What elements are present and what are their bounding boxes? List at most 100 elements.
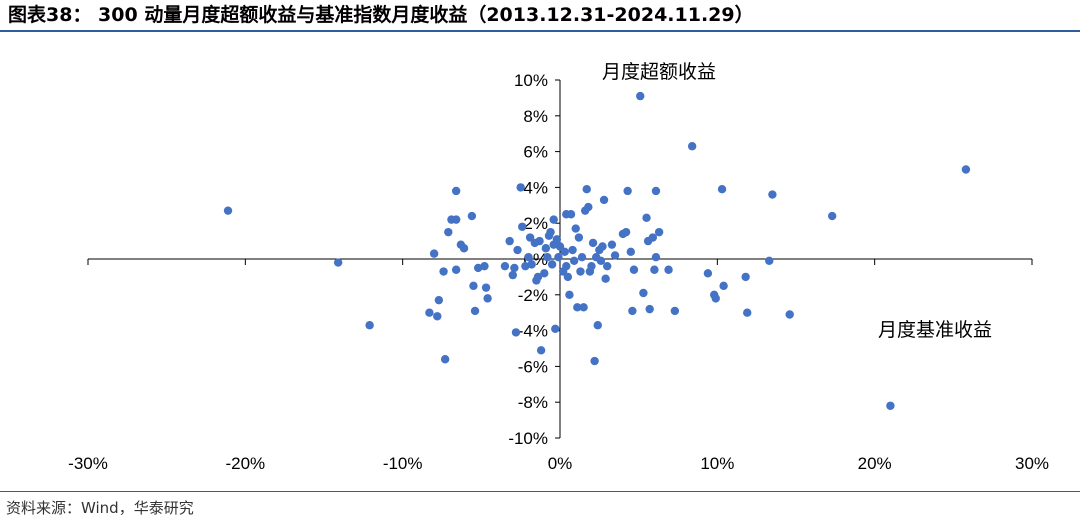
data-point	[886, 401, 895, 410]
data-point	[547, 260, 557, 269]
data-point	[433, 312, 442, 321]
data-point	[577, 253, 587, 262]
data-point	[365, 321, 374, 330]
data-point	[516, 183, 525, 192]
data-point	[440, 355, 450, 364]
data-points	[223, 91, 971, 410]
data-point	[508, 270, 517, 280]
data-point	[429, 249, 439, 258]
data-point	[566, 210, 576, 219]
data-point	[639, 288, 648, 298]
data-point	[670, 306, 680, 316]
data-point	[590, 356, 599, 366]
data-point	[533, 272, 543, 282]
data-point	[587, 261, 596, 271]
data-point	[719, 281, 728, 291]
data-point	[645, 304, 654, 314]
data-point	[743, 308, 752, 317]
x-tick-label: 30%	[1015, 454, 1049, 473]
data-point	[573, 303, 582, 312]
data-point	[541, 244, 551, 253]
data-point	[961, 165, 971, 174]
data-point	[527, 260, 536, 269]
source-divider	[0, 491, 1080, 492]
data-point	[621, 227, 631, 237]
y-tick-label: -10%	[508, 429, 548, 448]
data-point	[554, 253, 563, 262]
y-tick-label: 10%	[514, 71, 548, 90]
y-tick-label: -8%	[518, 393, 548, 412]
data-point	[601, 274, 610, 283]
data-point	[511, 328, 521, 337]
data-point	[563, 272, 573, 282]
data-point	[536, 346, 546, 355]
data-point	[562, 261, 571, 271]
x-tick-label: 20%	[858, 454, 892, 473]
annotation-excess-return: 月度超额收益	[602, 61, 716, 83]
data-point	[654, 227, 664, 237]
annotation-benchmark-return: 月度基准收益	[878, 319, 992, 341]
data-point	[333, 258, 343, 267]
data-point	[765, 256, 774, 265]
data-point	[626, 247, 635, 257]
data-point	[543, 253, 552, 262]
source-note: 资料来源：Wind，华泰研究	[6, 499, 194, 517]
data-point	[451, 186, 461, 196]
data-point	[687, 142, 697, 151]
data-point	[459, 244, 469, 253]
data-point	[827, 211, 837, 221]
data-point	[451, 265, 461, 274]
x-tick-label: 10%	[700, 454, 734, 473]
data-point	[569, 256, 579, 265]
data-point	[549, 215, 558, 224]
data-point	[582, 184, 591, 194]
data-point	[425, 308, 434, 317]
data-point	[588, 238, 598, 248]
data-point	[648, 233, 658, 242]
data-point	[717, 184, 727, 194]
y-tick-label: -6%	[518, 357, 548, 376]
x-tick-label: -20%	[225, 454, 265, 473]
data-point	[510, 263, 519, 273]
data-point	[434, 295, 444, 305]
x-tick-label: -30%	[68, 454, 108, 473]
data-point	[439, 267, 448, 276]
data-point	[223, 206, 233, 215]
data-point	[473, 263, 483, 273]
y-tick-label: -4%	[518, 322, 548, 341]
tick-labels: -30% -20% -10% 0% 10% 20% 30%10%8%6%4%2%0%-2%-…	[68, 71, 1049, 473]
data-point	[785, 310, 794, 319]
data-point	[584, 202, 593, 212]
x-tick-label: 0%	[548, 454, 573, 473]
chart-title: 图表38： 300 动量月度超额收益与基准指数月度收益（2013.12.31-2…	[8, 4, 754, 26]
data-point	[768, 190, 777, 199]
data-point	[593, 321, 602, 330]
data-point	[480, 261, 489, 271]
data-point	[568, 245, 577, 255]
data-point	[607, 240, 617, 249]
data-point	[574, 233, 584, 242]
data-point	[599, 195, 609, 205]
data-point	[540, 269, 549, 278]
data-point	[470, 306, 480, 316]
data-point	[623, 186, 632, 196]
data-point	[629, 265, 639, 274]
data-point	[513, 245, 522, 255]
y-tick-label: -2%	[518, 286, 548, 305]
data-point	[636, 91, 645, 101]
y-tick-label: 4%	[523, 178, 548, 197]
y-tick-label: 8%	[523, 107, 548, 126]
data-point	[505, 236, 514, 246]
data-point	[651, 186, 661, 196]
x-tick-label: -10%	[383, 454, 423, 473]
data-point	[546, 227, 555, 237]
data-point	[642, 213, 651, 223]
data-point	[628, 306, 637, 316]
data-point	[711, 294, 720, 303]
data-point	[483, 294, 492, 303]
y-tick-label: 6%	[523, 143, 548, 162]
data-point	[610, 251, 620, 260]
data-point	[500, 261, 510, 271]
data-point	[481, 283, 491, 292]
